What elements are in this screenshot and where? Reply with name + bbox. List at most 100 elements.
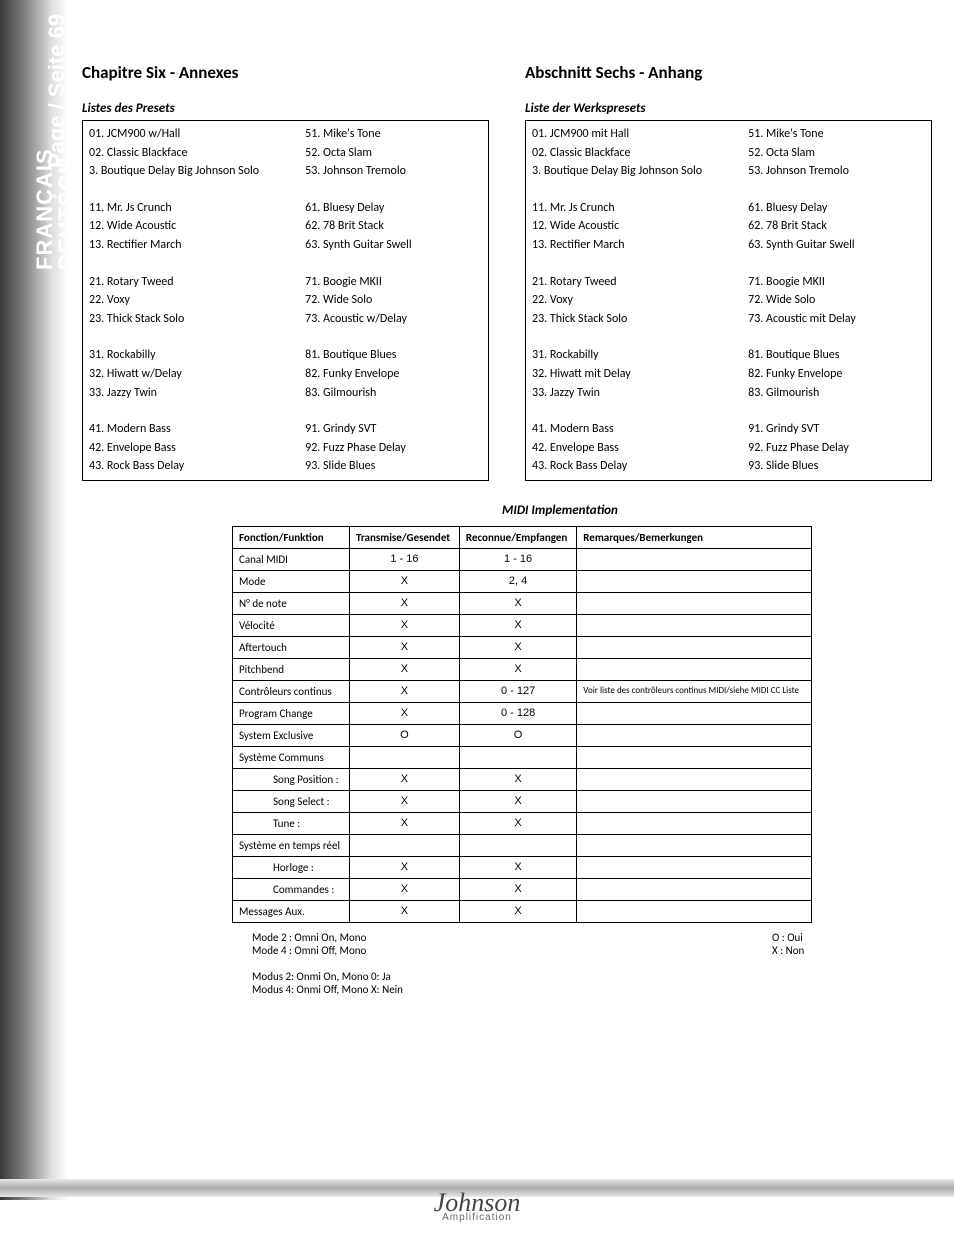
midi-footnotes: Mode 2 : Omni On, MonoMode 4 : Omni Off,… — [252, 931, 932, 996]
preset-left: 22. Voxy — [89, 291, 305, 310]
midi-function: Mode — [233, 570, 350, 592]
midi-receive: X — [459, 614, 576, 636]
preset-row: 13. Rectifier March63. Synth Guitar Swel… — [532, 236, 925, 255]
midi-row: Système en temps réel — [233, 834, 812, 856]
preset-row: 22. Voxy72. Wide Solo — [532, 291, 925, 310]
midi-remark — [577, 878, 812, 900]
preset-right: 81. Boutique Blues — [305, 346, 482, 365]
midi-remark — [577, 614, 812, 636]
preset-right: 93. Slide Blues — [305, 457, 482, 476]
midi-receive: X — [459, 592, 576, 614]
midi-row: PitchbendXX — [233, 658, 812, 680]
midi-transmit: X — [349, 636, 459, 658]
preset-right: 81. Boutique Blues — [748, 346, 925, 365]
preset-row: 31. Rockabilly81. Boutique Blues — [532, 346, 925, 365]
midi-function: Système Communs — [233, 746, 350, 768]
midi-function: Program Change — [233, 702, 350, 724]
preset-left: 31. Rockabilly — [89, 346, 305, 365]
preset-row: 3. Boutique Delay Big Johnson Solo53. Jo… — [89, 162, 482, 181]
midi-receive: X — [459, 636, 576, 658]
midi-transmit: 1 - 16 — [349, 548, 459, 570]
midi-function: Horloge : — [233, 856, 350, 878]
midi-remark — [577, 790, 812, 812]
preset-row: 32. Hiwatt w/Delay82. Funky Envelope — [89, 365, 482, 384]
midi-function: Pitchbend — [233, 658, 350, 680]
preset-right: 92. Fuzz Phase Delay — [305, 439, 482, 458]
preset-row: 02. Classic Blackface52. Octa Slam — [532, 144, 925, 163]
preset-left: 42. Envelope Bass — [532, 439, 748, 458]
preset-left: 13. Rectifier March — [532, 236, 748, 255]
preset-left: 11. Mr. Js Crunch — [89, 199, 305, 218]
preset-row: 01. JCM900 w/Hall51. Mike's Tone — [89, 125, 482, 144]
midi-function: Canal MIDI — [233, 548, 350, 570]
subhead-de: Liste der Werkspresets — [525, 101, 932, 116]
preset-left: 32. Hiwatt w/Delay — [89, 365, 305, 384]
midi-transmit — [349, 834, 459, 856]
preset-right: 92. Fuzz Phase Delay — [748, 439, 925, 458]
footnote-line: Modus 2: Onmi On, Mono 0: Ja — [252, 970, 772, 983]
preset-right: 83. Gilmourish — [305, 384, 482, 403]
preset-left: 43. Rock Bass Delay — [532, 457, 748, 476]
preset-row: 42. Envelope Bass92. Fuzz Phase Delay — [532, 439, 925, 458]
footnote-line: X : Non — [772, 944, 932, 957]
preset-row: 13. Rectifier March63. Synth Guitar Swel… — [89, 236, 482, 255]
midi-header: Reconnue/Empfangen — [459, 526, 576, 548]
midi-transmit: X — [349, 856, 459, 878]
preset-row: 33. Jazzy Twin83. Gilmourish — [532, 384, 925, 403]
midi-row: Contrôleurs continusX0 - 127Voir liste d… — [233, 680, 812, 702]
preset-row: 23. Thick Stack Solo73. Acoustic w/Delay — [89, 310, 482, 329]
midi-remark — [577, 570, 812, 592]
preset-left: 33. Jazzy Twin — [89, 384, 305, 403]
preset-row: 11. Mr. Js Crunch61. Bluesy Delay — [532, 199, 925, 218]
preset-row: 01. JCM900 mit Hall51. Mike's Tone — [532, 125, 925, 144]
midi-function: Système en temps réel — [233, 834, 350, 856]
midi-receive: X — [459, 900, 576, 922]
preset-right: 72. Wide Solo — [748, 291, 925, 310]
preset-row: 42. Envelope Bass92. Fuzz Phase Delay — [89, 439, 482, 458]
midi-remark — [577, 746, 812, 768]
preset-row: 22. Voxy72. Wide Solo — [89, 291, 482, 310]
midi-transmit — [349, 746, 459, 768]
midi-remark — [577, 856, 812, 878]
preset-right: 53. Johnson Tremolo — [748, 162, 925, 181]
midi-title: MIDI Implementation — [502, 503, 932, 518]
midi-row: ModeX2, 4 — [233, 570, 812, 592]
preset-list-de: 01. JCM900 mit Hall51. Mike's Tone02. Cl… — [525, 120, 932, 481]
midi-remark — [577, 702, 812, 724]
midi-remark — [577, 768, 812, 790]
footnote-line: Modus 4: Onmi Off, Mono X: Nein — [252, 983, 772, 996]
preset-left: 41. Modern Bass — [89, 420, 305, 439]
preset-row: 21. Rotary Tweed71. Boogie MKII — [89, 273, 482, 292]
page-number-label: Page / Seite 69 — [44, 14, 70, 168]
footer-logo: Johnson Amplification — [0, 1188, 954, 1223]
midi-row: Système Communs — [233, 746, 812, 768]
sidebar-gradient: Page / Seite 69 FRANÇAIS DEUTSCH — [0, 0, 68, 1200]
midi-function: Vélocité — [233, 614, 350, 636]
midi-function: Messages Aux. — [233, 900, 350, 922]
preset-row: 31. Rockabilly81. Boutique Blues — [89, 346, 482, 365]
midi-remark — [577, 900, 812, 922]
preset-left: 33. Jazzy Twin — [532, 384, 748, 403]
preset-row: 02. Classic Blackface52. Octa Slam — [89, 144, 482, 163]
lang-label-deutsch: DEUTSCH — [54, 157, 80, 270]
midi-row: Tune :XX — [233, 812, 812, 834]
midi-header: Remarques/Bemerkungen — [577, 526, 812, 548]
preset-left: 42. Envelope Bass — [89, 439, 305, 458]
midi-receive: X — [459, 768, 576, 790]
preset-right: 83. Gilmourish — [748, 384, 925, 403]
midi-transmit: X — [349, 658, 459, 680]
preset-right: 62. 78 Brit Stack — [305, 217, 482, 236]
preset-left: 13. Rectifier March — [89, 236, 305, 255]
preset-right: 82. Funky Envelope — [748, 365, 925, 384]
midi-row: Canal MIDI1 - 161 - 16 — [233, 548, 812, 570]
midi-function: Contrôleurs continus — [233, 680, 350, 702]
preset-right: 93. Slide Blues — [748, 457, 925, 476]
midi-row: Horloge :XX — [233, 856, 812, 878]
preset-right: 63. Synth Guitar Swell — [305, 236, 482, 255]
midi-row: Song Select :XX — [233, 790, 812, 812]
footnote-line: Mode 4 : Omni Off, Mono — [252, 944, 772, 957]
midi-receive: 2, 4 — [459, 570, 576, 592]
midi-function: Song Position : — [233, 768, 350, 790]
preset-left: 21. Rotary Tweed — [532, 273, 748, 292]
preset-left: 22. Voxy — [532, 291, 748, 310]
